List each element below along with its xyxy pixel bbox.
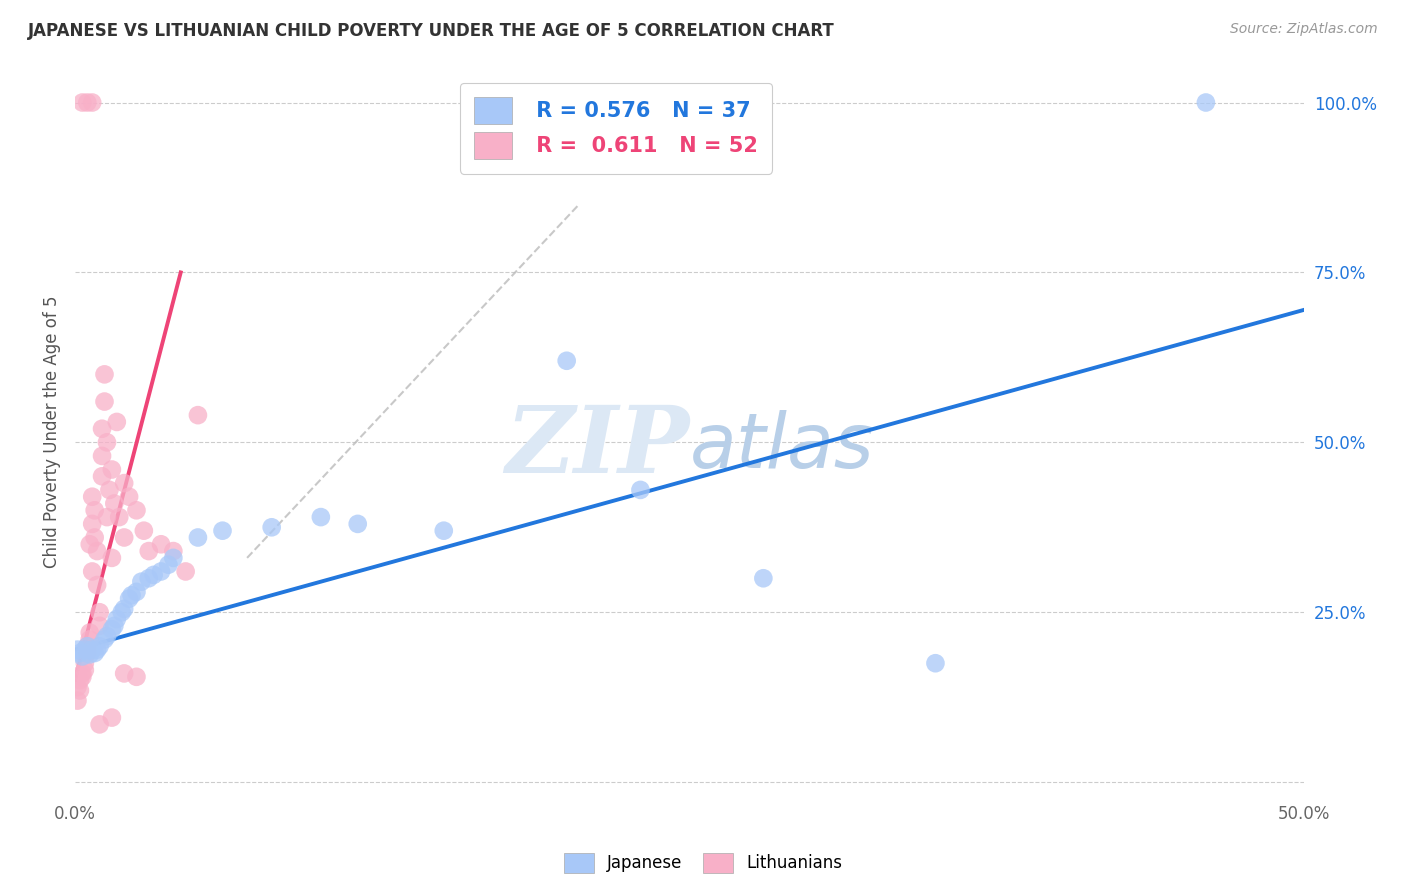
- Point: [86, 578, 108, 592]
- Point: [82, 490, 104, 504]
- Point: [69, 673, 91, 688]
- Text: ZIP: ZIP: [505, 401, 689, 491]
- Point: [72, 95, 94, 110]
- Point: [924, 657, 946, 671]
- Point: [72, 666, 94, 681]
- Point: [89, 717, 111, 731]
- Point: [752, 571, 775, 585]
- Point: [96, 435, 118, 450]
- Point: [150, 537, 173, 551]
- Point: [101, 550, 124, 565]
- Point: [89, 639, 111, 653]
- Point: [157, 558, 180, 572]
- Point: [1195, 95, 1218, 110]
- Point: [103, 619, 125, 633]
- Point: [86, 642, 108, 657]
- Point: [118, 591, 141, 606]
- Point: [433, 524, 456, 538]
- Point: [105, 415, 128, 429]
- Point: [66, 642, 89, 657]
- Point: [211, 524, 233, 538]
- Point: [346, 516, 368, 531]
- Point: [150, 565, 173, 579]
- Point: [91, 449, 114, 463]
- Point: [73, 657, 96, 671]
- Legend:  R = 0.576   N = 37,  R =  0.611   N = 52: R = 0.576 N = 37, R = 0.611 N = 52: [460, 83, 772, 174]
- Point: [76, 639, 98, 653]
- Point: [174, 565, 197, 579]
- Point: [76, 646, 98, 660]
- Point: [66, 693, 89, 707]
- Point: [83, 531, 105, 545]
- Point: [76, 639, 98, 653]
- Point: [121, 588, 143, 602]
- Point: [96, 629, 118, 643]
- Point: [82, 565, 104, 579]
- Point: [72, 670, 94, 684]
- Point: [112, 602, 135, 616]
- Point: [101, 710, 124, 724]
- Point: [187, 531, 209, 545]
- Point: [111, 605, 134, 619]
- Point: [69, 646, 91, 660]
- Point: [112, 531, 135, 545]
- Point: [73, 663, 96, 677]
- Point: [105, 612, 128, 626]
- Point: [260, 520, 283, 534]
- Point: [82, 95, 104, 110]
- Point: [93, 632, 115, 647]
- Legend: Japanese, Lithuanians: Japanese, Lithuanians: [557, 847, 849, 880]
- Point: [82, 642, 104, 657]
- Point: [101, 622, 124, 636]
- Point: [66, 680, 89, 694]
- Point: [162, 544, 184, 558]
- Y-axis label: Child Poverty Under the Age of 5: Child Poverty Under the Age of 5: [44, 296, 60, 568]
- Point: [79, 625, 101, 640]
- Point: [73, 642, 96, 657]
- Point: [103, 496, 125, 510]
- Point: [91, 469, 114, 483]
- Point: [162, 550, 184, 565]
- Point: [112, 666, 135, 681]
- Point: [83, 646, 105, 660]
- Point: [108, 510, 131, 524]
- Point: [72, 649, 94, 664]
- Point: [69, 683, 91, 698]
- Point: [89, 605, 111, 619]
- Point: [131, 574, 153, 589]
- Point: [187, 408, 209, 422]
- Point: [118, 490, 141, 504]
- Point: [138, 544, 160, 558]
- Point: [630, 483, 652, 497]
- Point: [93, 368, 115, 382]
- Text: JAPANESE VS LITHUANIAN CHILD POVERTY UNDER THE AGE OF 5 CORRELATION CHART: JAPANESE VS LITHUANIAN CHILD POVERTY UND…: [28, 22, 835, 40]
- Point: [138, 571, 160, 585]
- Point: [91, 422, 114, 436]
- Point: [112, 476, 135, 491]
- Point: [309, 510, 332, 524]
- Point: [79, 648, 101, 662]
- Point: [89, 619, 111, 633]
- Point: [83, 503, 105, 517]
- Text: Source: ZipAtlas.com: Source: ZipAtlas.com: [1230, 22, 1378, 37]
- Point: [93, 394, 115, 409]
- Point: [82, 516, 104, 531]
- Point: [142, 567, 165, 582]
- Point: [125, 670, 148, 684]
- Point: [79, 537, 101, 551]
- Point: [79, 632, 101, 647]
- Point: [125, 503, 148, 517]
- Point: [98, 483, 121, 497]
- Point: [86, 544, 108, 558]
- Point: [96, 510, 118, 524]
- Point: [76, 95, 98, 110]
- Point: [101, 462, 124, 476]
- Text: atlas: atlas: [689, 409, 875, 483]
- Point: [132, 524, 155, 538]
- Point: [125, 585, 148, 599]
- Point: [555, 353, 578, 368]
